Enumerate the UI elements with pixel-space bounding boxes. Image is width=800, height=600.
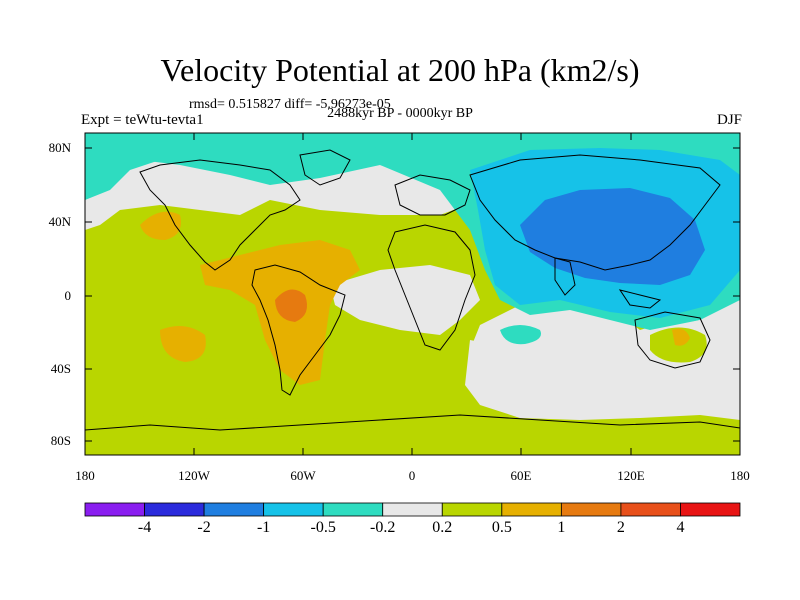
y-label-80s: 80S — [50, 433, 71, 448]
colorbar-swatch — [560, 502, 622, 517]
y-label-0: 0 — [64, 288, 72, 303]
colorbar — [84, 502, 741, 517]
contour-fields — [85, 133, 740, 455]
colorbar-swatch — [84, 502, 145, 517]
field-darkorange-core — [275, 289, 308, 322]
field-orange-se-pacific — [160, 326, 206, 362]
y-label-80n: 80N — [48, 140, 71, 155]
x-label-180w: 180 — [75, 468, 95, 483]
colorbar-swatch — [620, 502, 681, 517]
field-neutral-north — [85, 133, 740, 410]
coastlines — [85, 149, 740, 431]
field-neutral-africa — [330, 265, 480, 335]
x-label-60e: 60E — [510, 468, 532, 483]
x-label-120w: 120W — [178, 468, 210, 483]
colorbar-label: -2 — [197, 519, 211, 536]
colorbar-swatch — [322, 502, 384, 517]
field-teal-pacific-north — [85, 133, 470, 200]
axis-ticks — [85, 133, 740, 455]
field-orange-australia — [672, 328, 690, 346]
colorbar-swatch — [680, 502, 741, 517]
colorbar-label: 0.2 — [432, 519, 453, 536]
y-label-40s: 40S — [50, 361, 71, 376]
x-label-180e: 180 — [730, 468, 750, 483]
stats-text: rmsd= 0.515827 diff= -5.96273e-05 — [189, 97, 391, 112]
field-teal-patch-south — [500, 325, 541, 345]
colorbar-label: -0.2 — [370, 519, 396, 536]
colorbar-label: -0.5 — [310, 519, 336, 536]
x-label-0: 0 — [408, 468, 416, 483]
x-label-120e: 120E — [617, 468, 645, 483]
colorbar-label: 0.5 — [491, 519, 512, 536]
season-label: DJF — [716, 112, 742, 128]
field-green-south — [85, 415, 740, 455]
map-title: Velocity Potential at 200 hPa (km2/s) — [160, 52, 640, 88]
colorbar-swatch — [263, 502, 324, 517]
colorbar-swatch — [203, 502, 265, 517]
field-orange-gulf — [140, 211, 181, 240]
period-text: 2488kyr BP - 0000kyr BP — [327, 106, 473, 121]
x-label-60w: 60W — [290, 468, 316, 483]
colorbar-swatch — [441, 502, 503, 517]
colorbar-label: -1 — [256, 519, 271, 536]
colorbar-swatch — [501, 502, 562, 517]
colorbar-swatch — [382, 502, 443, 517]
colorbar-label: -4 — [137, 519, 152, 536]
colorbar-swatch — [144, 502, 205, 517]
colorbar-label: 1 — [557, 519, 566, 536]
colorbar-label: 2 — [616, 519, 625, 536]
y-label-40n: 40N — [48, 214, 71, 229]
experiment-label: Expt = teWtu-tevta1 — [81, 112, 204, 128]
colorbar-label: 4 — [676, 519, 685, 536]
